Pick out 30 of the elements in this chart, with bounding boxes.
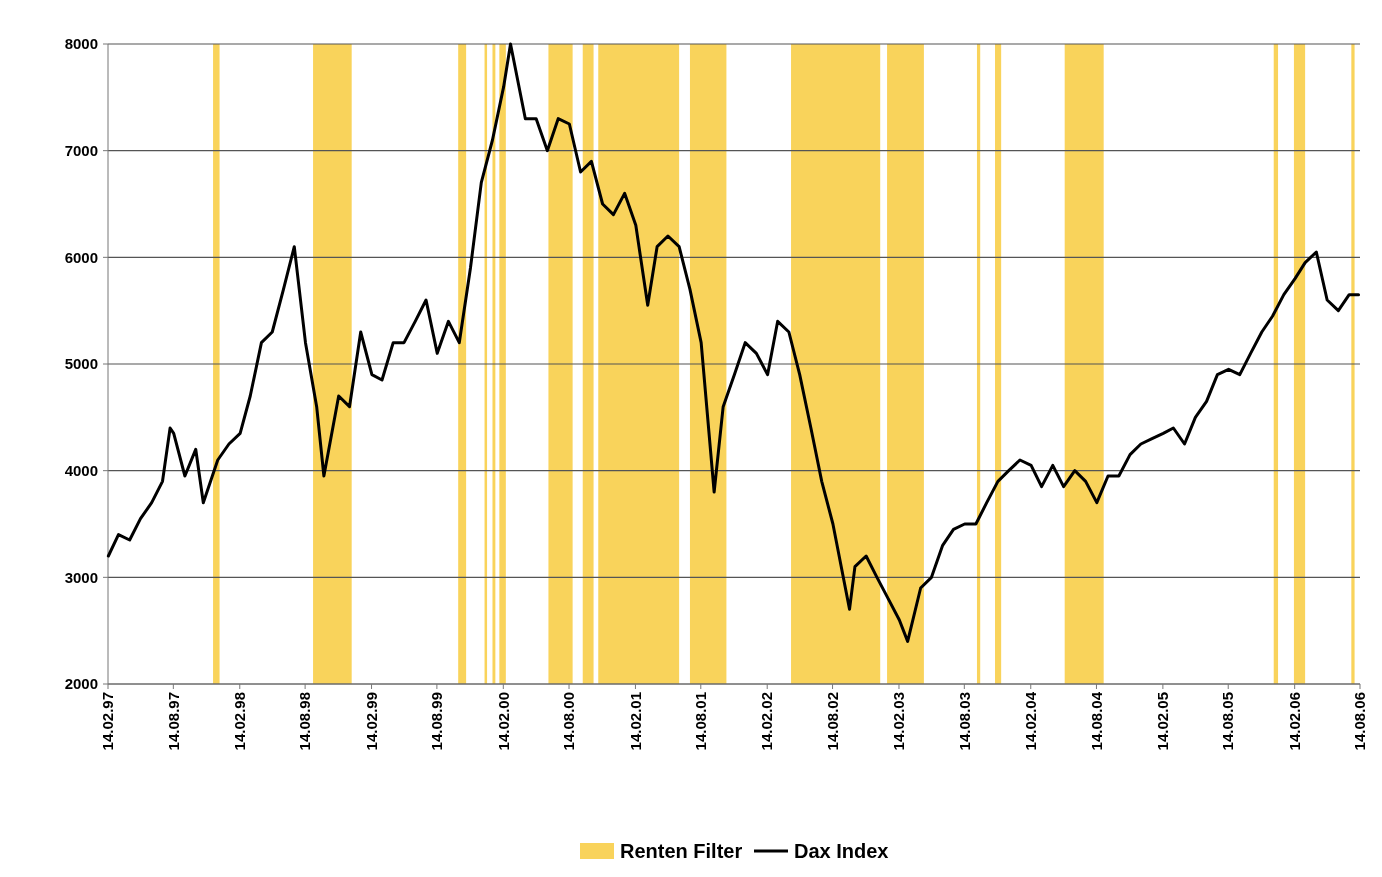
x-tick-label: 14.08.03 [955,692,973,751]
x-tick-label: 14.02.98 [231,692,249,751]
x-tick-label: 14.02.04 [1022,691,1039,751]
x-tick-label: 14.02.01 [626,692,644,751]
x-tick-label: 14.02.03 [890,692,908,751]
x-tick-label: 14.08.01 [692,692,710,751]
y-tick-label: 5000 [64,355,98,373]
x-tick-label: 14.02.97 [99,692,117,751]
y-tick-label: 4000 [64,461,98,479]
x-tick-label: 14.02.06 [1285,692,1303,751]
x-tick-label: 14.08.05 [1219,692,1237,751]
y-tick-label: 8000 [64,35,98,53]
line-series [106,42,1361,643]
y-tick-label: 2000 [64,675,98,693]
x-tick-label: 14.08.00 [560,692,578,751]
x-tick-label: 14.08.02 [823,692,841,751]
x-tick-label: 14.08.98 [296,692,314,751]
y-tick-label: 7000 [64,141,98,159]
x-tick-label: 14.02.02 [758,692,776,751]
x-tick-label: 14.08.97 [164,692,182,751]
x-tick-label: 14.02.05 [1154,692,1172,751]
x-tick-label: 14.02.99 [362,692,380,751]
y-tick-label: 6000 [64,248,98,266]
x-tick-label: 14.08.06 [1351,692,1369,751]
x-tick-label: 14.08.99 [428,692,446,751]
x-tick-label: 14.02.00 [494,692,512,751]
legend-label: Dax Index [794,840,889,862]
x-tick-label: 14.08.04 [1087,691,1105,751]
y-tick-label: 3000 [64,568,98,586]
legend-label: Renten Filter [620,840,743,862]
